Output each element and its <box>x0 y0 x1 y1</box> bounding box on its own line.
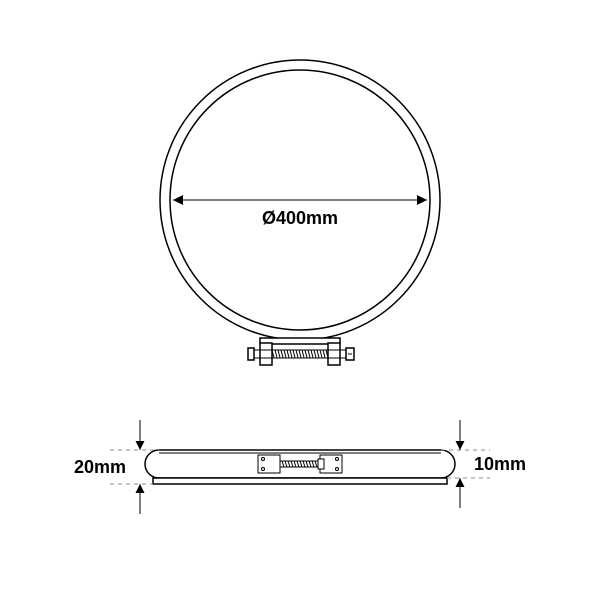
height-label: 20mm <box>74 457 126 477</box>
side-body <box>145 450 455 478</box>
side-lip <box>153 478 447 484</box>
bolt-head <box>248 348 254 360</box>
diameter-label: Ø400mm <box>262 208 338 228</box>
clamp-bracket-left <box>260 343 272 365</box>
side-clamp-plate-left <box>258 455 280 473</box>
lip-label: 10mm <box>474 454 526 474</box>
clamp-bracket-right <box>328 343 340 365</box>
